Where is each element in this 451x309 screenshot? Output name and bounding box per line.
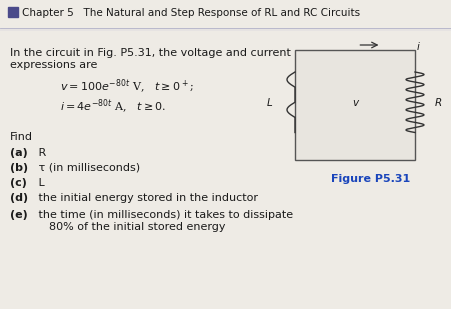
Text: (a): (a) bbox=[10, 148, 28, 158]
Text: $i = 4e^{-80t}$ A,   $t \geq 0$.: $i = 4e^{-80t}$ A, $t \geq 0$. bbox=[60, 98, 166, 116]
Text: the time (in milliseconds) it takes to dissipate
    80% of the initial stored e: the time (in milliseconds) it takes to d… bbox=[35, 210, 293, 232]
Text: i: i bbox=[416, 42, 419, 52]
Text: (e): (e) bbox=[10, 210, 28, 220]
Text: τ (in milliseconds): τ (in milliseconds) bbox=[35, 163, 140, 173]
Text: (c): (c) bbox=[10, 178, 27, 188]
Text: (d): (d) bbox=[10, 193, 28, 203]
Text: $v = 100e^{-80t}$ V,   $t \geq 0^+$;: $v = 100e^{-80t}$ V, $t \geq 0^+$; bbox=[60, 78, 193, 96]
Text: Figure P5.31: Figure P5.31 bbox=[330, 174, 410, 184]
Text: In the circuit in Fig. P5.31, the voltage and current: In the circuit in Fig. P5.31, the voltag… bbox=[10, 48, 290, 58]
Text: (b): (b) bbox=[10, 163, 28, 173]
Text: Chapter 5   The Natural and Step Response of RL and RC Circuits: Chapter 5 The Natural and Step Response … bbox=[22, 8, 359, 18]
Bar bbox=[295, 50, 414, 160]
Text: R: R bbox=[434, 98, 441, 108]
Text: v: v bbox=[351, 98, 357, 108]
Text: the initial energy stored in the inductor: the initial energy stored in the inducto… bbox=[35, 193, 258, 203]
Text: Find: Find bbox=[10, 132, 33, 142]
Text: expressions are: expressions are bbox=[10, 60, 97, 70]
Text: R: R bbox=[35, 148, 46, 158]
Text: L: L bbox=[267, 98, 272, 108]
Bar bbox=[8, 7, 18, 17]
Text: L: L bbox=[35, 178, 45, 188]
